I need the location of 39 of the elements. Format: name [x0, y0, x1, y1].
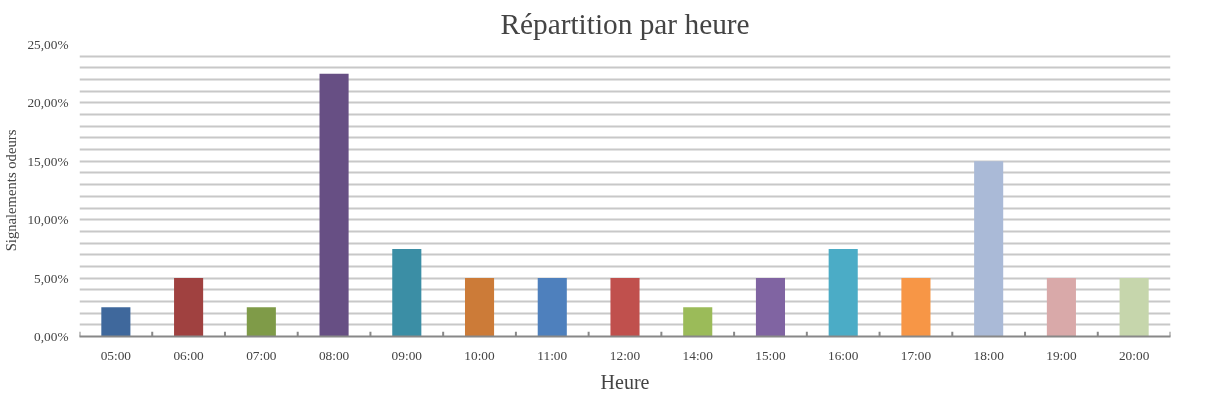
bar — [101, 307, 131, 337]
bar — [755, 278, 786, 337]
y-axis-title: Signalements odeurs — [3, 129, 20, 252]
bar — [828, 248, 858, 337]
bar — [464, 278, 495, 337]
y-tick-label: 0,00% — [34, 329, 69, 344]
x-tick-label: 14:00 — [682, 347, 714, 363]
bar — [901, 278, 931, 337]
x-tick-label: 06:00 — [173, 347, 205, 363]
bar — [1119, 278, 1149, 337]
bar — [610, 278, 640, 337]
y-tick-label: 25,00% — [27, 37, 69, 52]
bar — [537, 278, 567, 337]
x-tick-label: 07:00 — [246, 347, 277, 363]
bar — [174, 278, 204, 337]
bar — [974, 161, 1004, 337]
x-tick-label: 18:00 — [973, 347, 1005, 363]
x-tick-label: 11:00 — [537, 347, 568, 363]
bar — [392, 248, 422, 337]
chart-title: Répartition par heure — [500, 7, 750, 40]
x-axis-title: Heure — [600, 370, 650, 393]
x-tick-label: 19:00 — [1046, 347, 1077, 363]
bar — [319, 73, 349, 337]
y-tick-label: 10,00% — [27, 212, 69, 228]
bar — [246, 307, 276, 337]
x-tick-label: 10:00 — [464, 347, 496, 363]
x-tick-label: 08:00 — [318, 347, 350, 363]
y-tick-label: 20,00% — [27, 95, 69, 111]
x-tick-label: 16:00 — [828, 347, 859, 363]
x-tick-label: 12:00 — [609, 347, 641, 363]
x-tick-label: 20:00 — [1118, 347, 1150, 363]
x-tick-label: 09:00 — [391, 347, 423, 363]
bar — [1046, 278, 1076, 337]
bar — [683, 307, 713, 337]
y-tick-label: 15,00% — [27, 153, 69, 169]
y-tick-label: 5,00% — [34, 270, 69, 286]
x-tick-label: 05:00 — [100, 347, 132, 363]
x-tick-label: 17:00 — [900, 347, 932, 363]
x-tick-label: 15:00 — [755, 347, 786, 363]
